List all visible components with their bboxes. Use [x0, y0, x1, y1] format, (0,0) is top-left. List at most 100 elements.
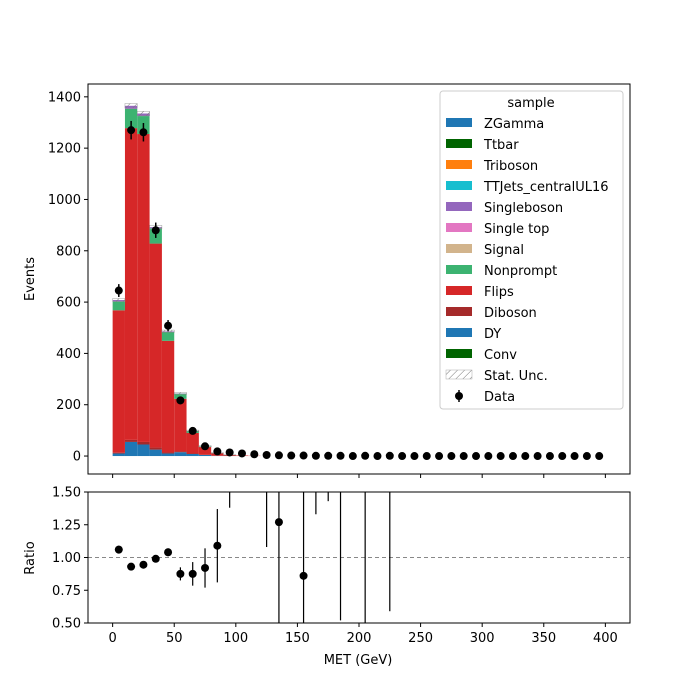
data-point-23 [398, 452, 407, 461]
data-point-10 [237, 449, 246, 458]
bar-dy-bin-1 [124, 441, 138, 457]
ratio-y-tick-label-2: 1.00 [52, 551, 81, 566]
legend-label-ttjets-centralul16: TTJets_centralUL16 [483, 180, 609, 195]
legend-swatch-zgamma [446, 118, 472, 127]
main-y-tick-label-6: 1200 [48, 142, 81, 157]
legend-label-zgamma: ZGamma [484, 117, 544, 132]
data-point-25 [422, 452, 431, 461]
main-y-tick-label-5: 1000 [48, 193, 81, 208]
data-point-26 [435, 452, 444, 461]
ratio-point-8 [213, 541, 222, 550]
data-point-28 [459, 452, 468, 461]
data-point-20 [361, 451, 370, 460]
ratio-point-5 [176, 569, 185, 578]
data-point-12 [262, 451, 271, 460]
data-point-9 [225, 448, 234, 457]
ratio-point-1 [127, 562, 136, 571]
data-point-11 [250, 450, 259, 459]
ratio-y-axis-label: Ratio [23, 541, 38, 574]
x-tick-label-8: 400 [593, 631, 618, 646]
legend-swatch-ttbar [446, 139, 472, 148]
data-point-15 [299, 451, 308, 460]
bar-diboson-bin-1 [124, 439, 138, 442]
data-point-31 [496, 452, 505, 461]
ratio-point-high-1 [299, 571, 308, 580]
bar-dy-bin-6 [186, 453, 199, 457]
data-point-24 [410, 452, 419, 461]
data-point-37 [570, 452, 579, 461]
data-point-2 [139, 128, 148, 137]
bar-flips-bin-3 [149, 243, 162, 448]
data-point-19 [348, 452, 357, 461]
bar-nonprompt-bin-5 [174, 393, 187, 399]
ratio-y-tick-label-1: 0.75 [52, 584, 81, 599]
stat-unc-bin-5 [174, 392, 187, 395]
main-y-tick-label-4: 800 [56, 244, 81, 259]
legend-label-dy: DY [484, 327, 501, 342]
x-tick-label-7: 350 [531, 631, 556, 646]
bar-diboson-bin-2 [137, 441, 150, 445]
legend-label-singleboson: Singleboson [484, 201, 563, 216]
main-panel: 0 200 400 600 800 1000 1200 1400 Events [23, 83, 631, 478]
bar-dy-bin-3 [149, 449, 162, 457]
stacked-histogram [112, 105, 261, 457]
data-points [114, 120, 604, 461]
legend-label-conv: Conv [484, 348, 517, 363]
data-point-8 [213, 447, 222, 456]
legend-swatch-triboson [446, 160, 472, 169]
ratio-y-tick-label-3: 1.25 [52, 518, 81, 533]
data-point-36 [558, 452, 567, 461]
main-y-tick-label-7: 1400 [48, 90, 81, 105]
x-axis-label: MET (GeV) [324, 653, 393, 668]
ratio-point-7 [201, 563, 210, 572]
legend-label-data: Data [484, 390, 515, 405]
data-point-14 [287, 451, 296, 460]
data-point-13 [274, 451, 283, 460]
bar-diboson-bin-3 [149, 447, 162, 450]
legend-swatch-nonprompt [446, 265, 472, 274]
bar-dy-bin-5 [174, 452, 187, 457]
legend-swatch-flips [446, 286, 472, 295]
bar-flips-bin-0 [112, 310, 125, 453]
data-point-6 [188, 426, 197, 435]
stat-unc-bin-2 [137, 110, 150, 117]
data-point-33 [521, 452, 530, 461]
main-x-ticks [112, 474, 606, 478]
x-tick-label-6: 300 [470, 631, 495, 646]
bar-flips-bin-4 [161, 340, 175, 453]
main-y-tick-label-2: 400 [56, 347, 81, 362]
data-point-39 [595, 452, 604, 461]
data-point-7 [201, 442, 210, 451]
data-point-17 [324, 451, 333, 460]
data-point-0 [114, 286, 123, 295]
ratio-point-3 [151, 554, 160, 563]
data-point-3 [151, 226, 160, 235]
legend-swatch-single-top [446, 223, 472, 232]
ratio-point-0 [114, 545, 123, 554]
bar-flips-bin-2 [137, 134, 150, 442]
data-point-1 [127, 126, 136, 135]
ratio-y-tick-label-4: 1.50 [52, 486, 81, 501]
bar-flips-bin-5 [174, 398, 187, 452]
legend-label-single-top: Single top [484, 222, 549, 237]
x-tick-label-2: 100 [223, 631, 248, 646]
data-point-16 [311, 451, 320, 460]
bar-dy-bin-7 [198, 455, 212, 457]
ratio-point-6 [188, 569, 197, 578]
data-point-30 [484, 452, 493, 461]
x-tick-label-0: 0 [108, 631, 116, 646]
ratio-point-4 [164, 548, 173, 557]
data-point-5 [176, 396, 185, 405]
legend-label-stat-unc-: Stat. Unc. [484, 369, 548, 384]
bar-flips-bin-1 [124, 128, 138, 440]
legend-label-signal: Signal [484, 243, 524, 258]
data-point-4 [164, 321, 173, 330]
stat-unc-bin-1 [124, 103, 138, 109]
ratio-point-2 [139, 560, 148, 569]
legend-entries: ZGamma Ttbar Triboson TTJets_centralUL16 Sin… [445, 117, 609, 405]
legend-swatch-dy [446, 328, 472, 337]
bar-diboson-bin-6 [186, 453, 199, 454]
bar-nonprompt-bin-1 [124, 108, 138, 129]
legend: sample ZGamma Ttbar Triboson TTJets_central… [439, 90, 624, 410]
